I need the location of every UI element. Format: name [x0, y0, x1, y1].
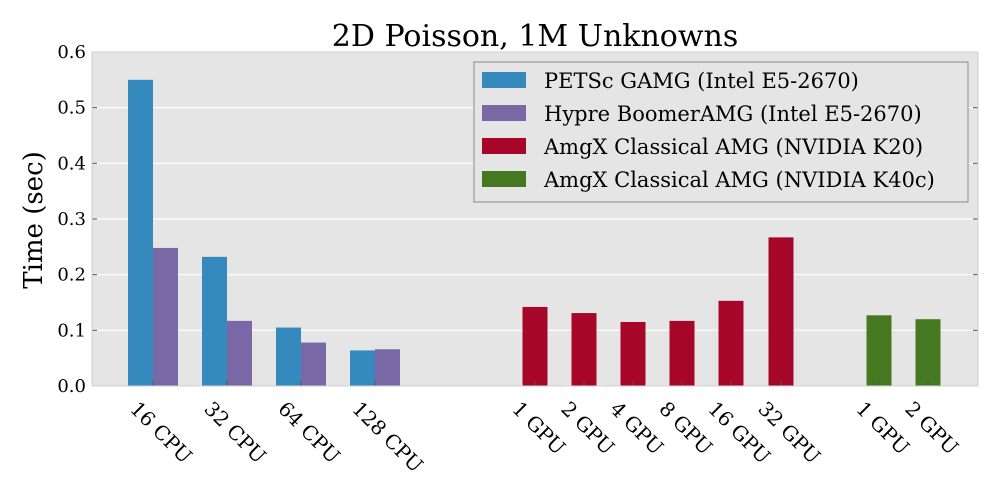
x-tick-label: 4 GPU — [605, 397, 668, 460]
x-tick-label: 2 GPU — [556, 397, 619, 460]
legend-swatch — [482, 138, 526, 154]
bar-32-cpu-series-1 — [227, 320, 252, 386]
bar-32-gpu-series-2 — [768, 237, 794, 386]
plot-frame — [91, 51, 979, 387]
x-tick-label: 1 GPU — [851, 397, 914, 460]
bar-64-cpu-series-1 — [301, 342, 326, 386]
legend-label: Hypre BoomerAMG (Intel E5-2670) — [544, 102, 922, 126]
bar-4-gpu-series-2 — [620, 321, 646, 386]
bar-8-gpu-series-2 — [669, 320, 695, 386]
legend-swatch — [482, 72, 526, 88]
x-tick-label: 16 CPU — [125, 397, 196, 468]
legend: PETSc GAMG (Intel E5-2670) Hypre BoomerAM… — [473, 61, 969, 203]
bar-128-cpu-series-1 — [375, 349, 400, 386]
legend-label: AmgX Classical AMG (NVIDIA K40c) — [543, 168, 935, 192]
bar-64-cpu-series-0 — [276, 327, 301, 386]
x-tick-label: 2 GPU — [900, 397, 963, 460]
x-tick-label: 32 CPU — [199, 397, 270, 468]
bar-1-gpu-series-3 — [866, 315, 892, 386]
bar-16-cpu-series-0 — [128, 79, 153, 386]
bar-16-cpu-series-1 — [153, 247, 178, 386]
bar-32-cpu-series-0 — [202, 256, 227, 386]
legend-swatch — [482, 171, 526, 187]
y-tick-label: 0.5 — [57, 98, 86, 119]
legend-swatch — [482, 105, 526, 121]
x-tick-label: 128 CPU — [347, 397, 427, 477]
x-tick-label: 1 GPU — [507, 397, 570, 460]
bar-1-gpu-series-2 — [522, 306, 548, 386]
chart-title: 2D Poisson, 1M Unknowns — [332, 19, 738, 54]
y-tick-labels: 0.0 0.1 0.2 0.3 0.4 0.5 0.6 — [57, 42, 978, 397]
y-axis-label: Time (sec) — [19, 151, 49, 289]
y-tick-label: 0.6 — [57, 42, 86, 63]
y-tick-label: 0.2 — [57, 265, 86, 286]
y-tick-label: 0.4 — [57, 153, 86, 174]
y-tick-label: 0.3 — [57, 209, 86, 230]
bar-2-gpu-series-3 — [915, 319, 941, 386]
y-tick-label: 0.1 — [57, 320, 86, 341]
y-tick-label: 0.0 — [57, 376, 86, 397]
bars — [128, 79, 941, 386]
x-tick-label: 8 GPU — [654, 397, 717, 460]
legend-label: AmgX Classical AMG (NVIDIA K20) — [543, 135, 923, 159]
x-tick-label: 64 CPU — [273, 397, 344, 468]
bar-128-cpu-series-0 — [350, 350, 375, 386]
bar-2-gpu-series-2 — [571, 313, 597, 386]
legend-box — [473, 61, 969, 203]
bar-16-gpu-series-2 — [718, 300, 744, 386]
legend-label: PETSc GAMG (Intel E5-2670) — [544, 69, 859, 93]
